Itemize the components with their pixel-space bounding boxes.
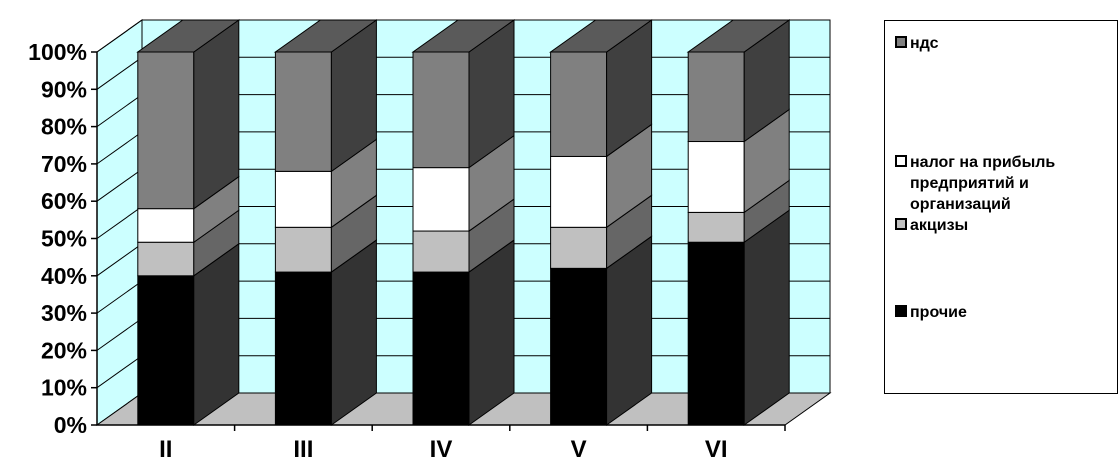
y-tick-label: 0%: [54, 412, 87, 438]
bar-front: [274, 170, 332, 228]
legend-swatch-other: [895, 305, 907, 317]
bar-front: [274, 226, 332, 273]
bar-front: [687, 211, 745, 243]
legend-item-excise: акцизы: [895, 215, 1117, 236]
bar-front: [274, 271, 332, 426]
bar-front: [137, 241, 195, 277]
x-category-label: VI: [705, 436, 728, 463]
legend-label-profit-tax: налог на прибыль предприятий и организац…: [910, 154, 1056, 213]
bar-segment-V-2: [550, 123, 653, 229]
bar-side: [743, 209, 790, 426]
bar-segment-IV-2: [412, 134, 515, 233]
bar-front: [137, 51, 195, 210]
legend-label-other: прочие: [910, 304, 967, 321]
y-tick-label: 30%: [41, 300, 87, 326]
y-tick-label: 20%: [41, 337, 87, 363]
y-tick-label: 70%: [41, 151, 87, 177]
bar-front: [137, 275, 195, 426]
y-tick-label: 10%: [41, 375, 87, 401]
bar-segment-V-1: [550, 194, 653, 270]
y-tick-label: 80%: [41, 114, 87, 140]
y-tick-label: 60%: [41, 188, 87, 214]
bar-front: [687, 141, 745, 213]
y-tick-label: 100%: [28, 39, 87, 65]
x-category-label: II: [159, 436, 172, 463]
bar-segment-IV-0: [412, 239, 515, 426]
bar-front: [550, 267, 608, 426]
bar-front: [550, 155, 608, 228]
bar-segment-VI-1: [687, 179, 790, 244]
bar-front: [412, 271, 470, 426]
bar-top: [549, 19, 654, 53]
bar-segment-II-1: [137, 209, 240, 277]
bar-front: [687, 241, 745, 426]
stacked-bar-chart: 0%10%20%30%40%50%60%70%80%90%100%II III IV…: [28, 19, 832, 463]
bar-front: [550, 226, 608, 269]
bar-segment-III-3: [273, 19, 378, 173]
legend-item-profit-tax: налог на прибыль предприятий и организац…: [895, 152, 1117, 215]
bar-segment-V-0: [550, 235, 653, 426]
bar-front: [687, 51, 745, 143]
bar-front: [137, 208, 195, 243]
bar-front: [274, 51, 332, 172]
y-tick-label: 40%: [41, 263, 87, 289]
bar-segment-VI-3: [686, 19, 791, 143]
bar-segment-IV-3: [411, 19, 516, 169]
x-category-label: III: [293, 436, 313, 463]
bar-top: [273, 19, 378, 53]
bar-front: [412, 51, 470, 169]
bar-segment-V-3: [549, 19, 654, 158]
bar-segment-III-1: [274, 194, 377, 274]
y-tick-label: 50%: [41, 226, 87, 252]
bar-side: [193, 19, 240, 210]
bar-side: [606, 235, 653, 426]
bar-segment-III-2: [274, 138, 377, 229]
chart-legend: ндс налог на прибыль предприятий и орган…: [884, 20, 1118, 394]
legend-label-nds: ндс: [910, 35, 939, 52]
legend-label-excise: акцизы: [910, 217, 969, 234]
y-tick-label: 90%: [41, 76, 87, 102]
bar-front: [412, 230, 470, 273]
bar-top: [136, 19, 241, 53]
bar-segment-II-0: [137, 242, 240, 426]
bar-front: [550, 51, 608, 157]
legend-swatch-nds: [895, 36, 907, 48]
legend-swatch-excise: [895, 218, 907, 230]
bar-front: [412, 167, 470, 232]
x-category-label: V: [571, 436, 587, 463]
legend-item-other: прочие: [895, 302, 1117, 323]
x-category-label: IV: [430, 436, 453, 463]
bar-top: [411, 19, 516, 53]
bar-top: [686, 19, 791, 53]
legend-item-nds: ндс: [895, 33, 1117, 54]
bar-segment-II-2: [137, 175, 240, 244]
bar-segment-VI-2: [687, 108, 790, 214]
bar-segment-II-3: [136, 19, 241, 210]
legend-swatch-profit-tax: [895, 155, 907, 167]
